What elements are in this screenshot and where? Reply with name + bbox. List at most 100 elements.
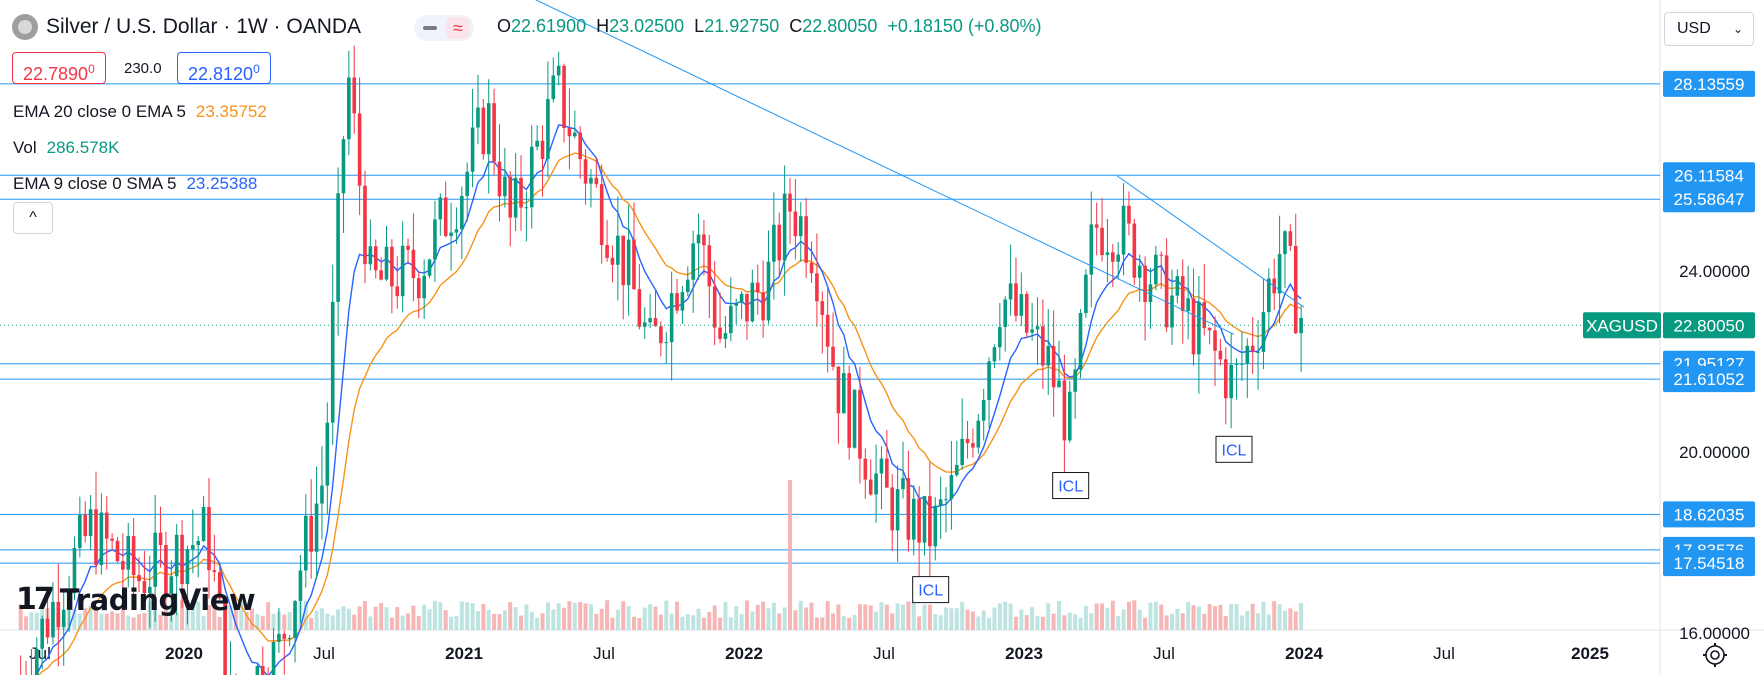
volume-bar	[475, 611, 480, 630]
volume-bar	[868, 605, 873, 630]
volume-bar	[465, 602, 470, 630]
candle-body	[664, 342, 669, 344]
volume-bar	[346, 608, 351, 630]
volume-bar	[1073, 614, 1078, 630]
ohlc-open-value: 22.61900	[511, 16, 587, 36]
symbol-title[interactable]: Silver / U.S. Dollar · 1W · OANDA	[46, 15, 362, 38]
candle-body	[1223, 359, 1228, 399]
volume-bar	[712, 605, 717, 630]
candle-body	[863, 458, 868, 480]
volume-bar	[981, 610, 986, 630]
candle-body	[330, 301, 335, 423]
volume-bar	[126, 615, 131, 630]
candle-body	[772, 224, 776, 262]
minus-icon[interactable]	[423, 26, 437, 30]
volume-bar	[1094, 603, 1099, 630]
candle-body	[449, 232, 453, 237]
volume-bar	[879, 602, 884, 630]
volume-bar	[572, 602, 577, 630]
volume-bar	[357, 606, 362, 630]
volume-bar	[884, 604, 889, 630]
level-label: 26.11584	[1674, 166, 1744, 185]
volume-bar	[970, 611, 975, 630]
collapse-legend-button[interactable]: ^	[13, 202, 53, 234]
candle-body	[718, 327, 722, 339]
x-tick-label: Jul	[29, 644, 51, 663]
volume-bar	[804, 607, 809, 630]
candle-body	[1084, 274, 1088, 313]
candle-body	[320, 485, 324, 504]
candle-body	[691, 243, 695, 280]
volume-bar	[1062, 615, 1067, 630]
chart-mode-toggle[interactable]: ≈	[414, 15, 474, 41]
volume-bar	[874, 611, 879, 630]
candle-body	[1089, 224, 1094, 275]
gear-icon[interactable]	[1702, 642, 1728, 668]
approx-toggle-icon[interactable]: ≈	[446, 17, 470, 39]
candle-body	[99, 512, 104, 566]
candle-body	[395, 286, 400, 297]
candle-body	[363, 185, 367, 265]
volume-bar	[847, 617, 852, 630]
volume-bar	[863, 604, 868, 630]
sell-price-button[interactable]: 22.78900	[12, 52, 106, 84]
indicator-label: Vol	[13, 138, 37, 157]
indicator-volume[interactable]: Vol 286.578K	[13, 138, 119, 158]
candle-body	[1191, 298, 1196, 355]
candle-body	[1154, 254, 1158, 285]
indicator-value: 23.25388	[186, 174, 258, 193]
volume-bar	[379, 603, 384, 630]
candle-body	[492, 103, 496, 162]
candle-body	[707, 245, 712, 287]
volume-bar	[562, 607, 567, 630]
ohlc-open-key: O	[497, 16, 512, 36]
candle-body	[976, 420, 981, 448]
candle-body	[1008, 283, 1013, 300]
logo-text: TradingView	[59, 582, 256, 617]
volume-bar	[266, 602, 271, 630]
candle-body	[648, 318, 652, 323]
buy-price-button[interactable]: 22.81200	[177, 52, 271, 84]
volume-bar	[449, 616, 454, 630]
candle-body	[357, 113, 362, 186]
candle-body	[1030, 329, 1034, 333]
candle-body	[400, 245, 405, 297]
candle-body	[960, 438, 964, 465]
volume-bar	[325, 613, 330, 630]
candle-body	[1121, 205, 1126, 255]
volume-bar	[492, 613, 497, 630]
indicator-ema9[interactable]: EMA 9 close 0 SMA 5 23.25388	[13, 174, 257, 194]
candle-body	[126, 536, 131, 570]
candle-body	[503, 176, 507, 197]
volume-bar	[965, 609, 970, 630]
candle-body	[1261, 312, 1266, 352]
volume-bar	[508, 602, 513, 630]
volume-bar	[1288, 608, 1293, 630]
candle-body	[685, 279, 690, 293]
indicator-ema20[interactable]: EMA 20 close 0 EMA 5 23.35752	[13, 102, 267, 122]
candle-body	[798, 216, 803, 237]
candle-body	[1051, 345, 1056, 388]
candle-body	[981, 400, 986, 421]
candle-body	[217, 572, 222, 599]
volume-bar	[949, 608, 954, 630]
candle-body	[944, 499, 948, 501]
volume-bar	[1191, 605, 1196, 630]
candle-body	[1094, 224, 1099, 228]
currency-select[interactable]: USD ⌄	[1664, 12, 1754, 46]
volume-bar	[1180, 613, 1185, 630]
candle-body	[513, 177, 518, 218]
volume-bar	[529, 611, 534, 630]
volume-bar	[605, 600, 610, 630]
volume-bar	[642, 607, 647, 630]
volume-bar	[707, 611, 712, 630]
volume-bar	[771, 602, 776, 630]
candle-body	[1067, 391, 1072, 441]
candle-body	[616, 235, 620, 265]
volume-bar	[669, 613, 674, 630]
volume-bar	[556, 603, 561, 630]
volume-bar	[427, 609, 432, 630]
candle-body	[336, 193, 340, 302]
volume-bar	[1137, 609, 1142, 630]
